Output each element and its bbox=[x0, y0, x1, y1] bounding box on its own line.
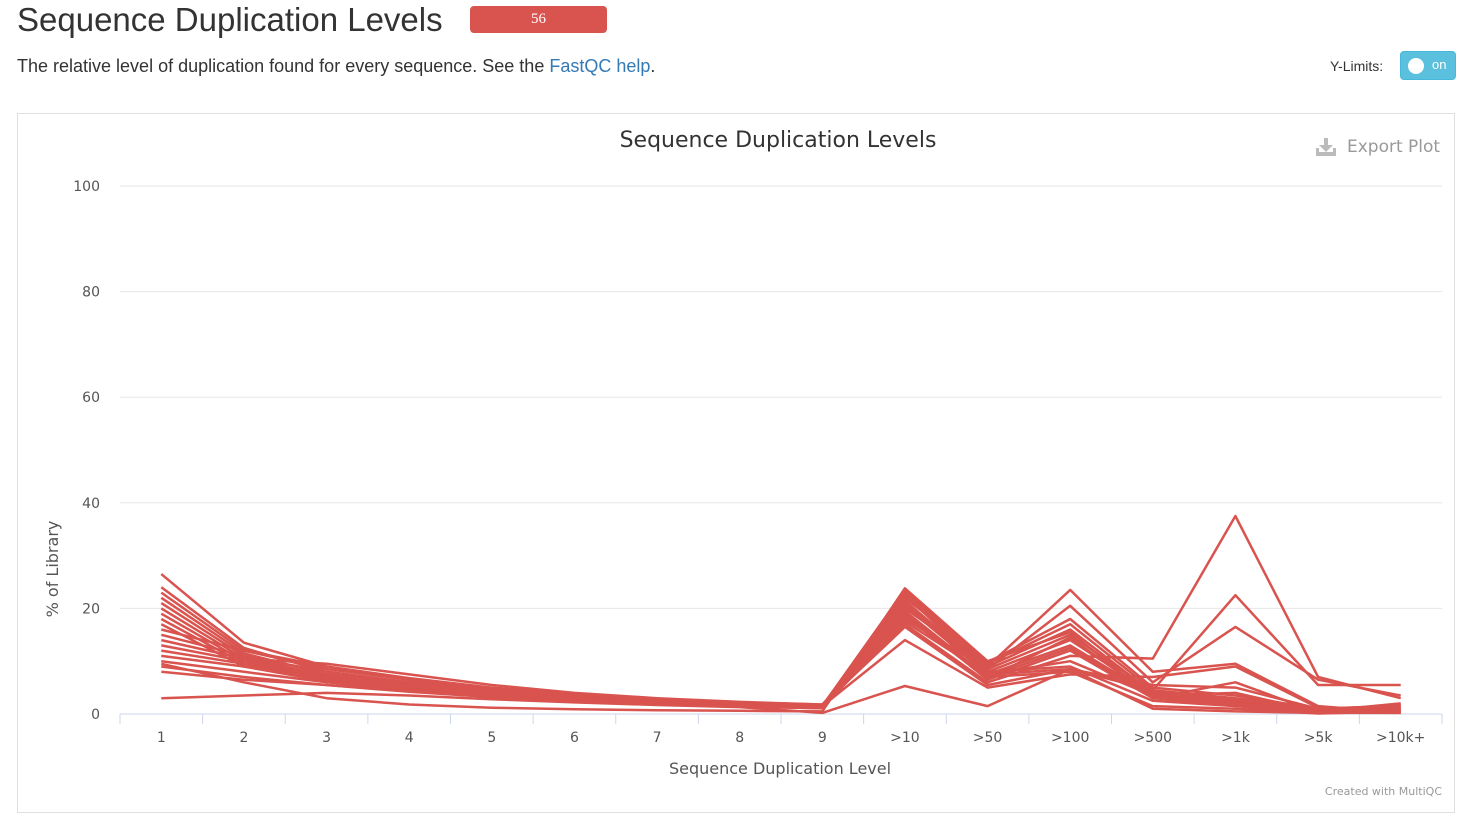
export-plot-button[interactable]: Export Plot bbox=[1316, 137, 1440, 157]
x-tick-label: 3 bbox=[322, 730, 331, 746]
x-tick-label: >100 bbox=[1051, 730, 1089, 746]
x-tick-label: >50 bbox=[973, 730, 1003, 746]
ylimits-toggle[interactable]: on bbox=[1400, 51, 1456, 80]
description-text: The relative level of duplication found … bbox=[17, 56, 550, 76]
x-tick-label: >10k+ bbox=[1376, 730, 1425, 746]
x-tick-label: >500 bbox=[1134, 730, 1172, 746]
series-line[interactable] bbox=[160, 586, 1401, 712]
x-axis-title: Sequence Duplication Level bbox=[669, 759, 891, 778]
x-tick-label: >1k bbox=[1221, 730, 1251, 746]
y-tick-label: 20 bbox=[82, 601, 100, 617]
y-tick-label: 40 bbox=[82, 496, 100, 512]
toggle-state-label: on bbox=[1432, 57, 1447, 72]
series-line[interactable] bbox=[161, 604, 1401, 706]
download-icon bbox=[1316, 138, 1336, 156]
x-tick-label: 2 bbox=[239, 730, 248, 746]
x-tick-label: 8 bbox=[735, 730, 744, 746]
y-tick-label: 80 bbox=[82, 285, 100, 301]
chart-title: Sequence Duplication Levels bbox=[620, 128, 937, 153]
x-tick-label: >5k bbox=[1304, 730, 1334, 746]
y-tick-label: 60 bbox=[82, 390, 100, 406]
x-tick-label: >10 bbox=[890, 730, 920, 746]
toggle-knob bbox=[1408, 58, 1424, 74]
section-description: The relative level of duplication found … bbox=[17, 54, 655, 78]
sample-count-badge: 56 bbox=[470, 6, 607, 33]
description-suffix: . bbox=[650, 56, 656, 76]
series-line[interactable] bbox=[161, 587, 1401, 715]
x-tick-label: 1 bbox=[157, 730, 166, 746]
x-tick-label: 5 bbox=[487, 730, 496, 746]
y-tick-label: 100 bbox=[73, 179, 100, 195]
series-line[interactable] bbox=[160, 593, 1401, 707]
plot-panel: Sequence Duplication Levels Export Plot … bbox=[17, 113, 1455, 813]
series-line[interactable] bbox=[160, 591, 1401, 711]
ylimits-label: Y-Limits: bbox=[1330, 58, 1384, 74]
export-plot-label: Export Plot bbox=[1347, 137, 1440, 157]
x-tick-label: 4 bbox=[405, 730, 414, 746]
page-title: Sequence Duplication Levels bbox=[17, 1, 443, 38]
x-tick-label: 9 bbox=[818, 730, 827, 746]
series-line[interactable] bbox=[160, 596, 1401, 710]
series-line[interactable] bbox=[161, 620, 1401, 714]
x-tick-label: 6 bbox=[570, 730, 579, 746]
y-axis-title: % of Library bbox=[43, 521, 62, 618]
y-tick-label: 0 bbox=[91, 707, 100, 723]
x-tick-label: 7 bbox=[653, 730, 662, 746]
fastqc-help-link[interactable]: FastQC help bbox=[549, 56, 651, 76]
duplication-chart: Sequence Duplication Levels Export Plot … bbox=[43, 128, 1443, 798]
